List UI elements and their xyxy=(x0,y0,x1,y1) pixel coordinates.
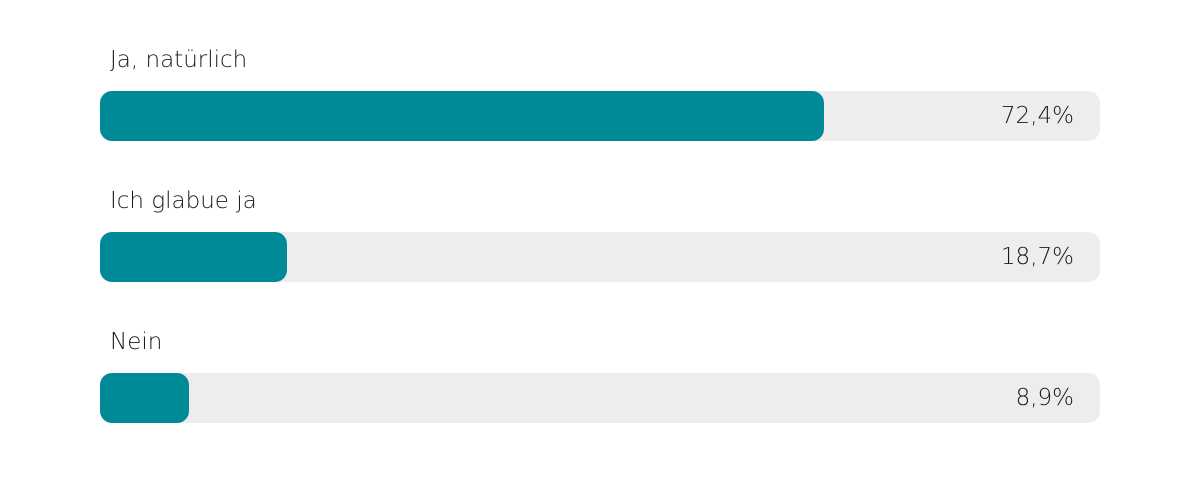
category-label: Nein xyxy=(110,329,163,355)
bar xyxy=(100,373,189,423)
category-label: Ja, natürlich xyxy=(110,47,248,73)
bar-track: 72,4% xyxy=(100,91,1100,141)
bar xyxy=(100,91,824,141)
bar-track: 18,7% xyxy=(100,232,1100,282)
value-label: 72,4% xyxy=(1000,103,1074,129)
category-label: Ich glabue ja xyxy=(110,188,257,214)
value-label: 8,9% xyxy=(1015,385,1074,411)
bar-track: 8,9% xyxy=(100,373,1100,423)
value-label: 18,7% xyxy=(1000,244,1074,270)
bar xyxy=(100,232,287,282)
